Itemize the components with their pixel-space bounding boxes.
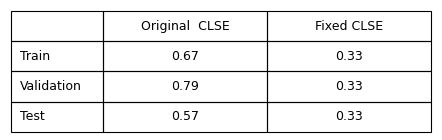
Text: 0.33: 0.33 [335,110,363,123]
Text: 0.33: 0.33 [335,80,363,93]
Text: 0.67: 0.67 [171,50,199,63]
Text: 0.57: 0.57 [171,110,199,123]
Text: 0.33: 0.33 [335,50,363,63]
Text: Test: Test [20,110,45,123]
Text: Train: Train [20,50,50,63]
Text: 0.79: 0.79 [171,80,199,93]
Text: Original  CLSE: Original CLSE [141,20,230,33]
Text: Fixed CLSE: Fixed CLSE [315,20,383,33]
Text: Validation: Validation [20,80,82,93]
Text: CLUSTER-BASED CLASSIFICATION: CLUSTER-BASED CLASSIFICATION [123,0,319,2]
